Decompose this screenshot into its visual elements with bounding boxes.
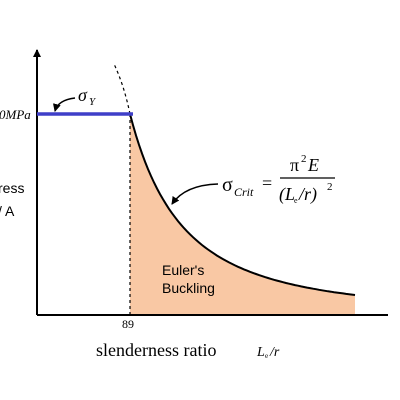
formula-denominator: /r)	[298, 184, 317, 205]
y-label: / A	[0, 203, 15, 219]
formula-subscript: e	[294, 196, 298, 205]
formula-e: E	[307, 155, 319, 175]
formula-pi: π	[290, 155, 299, 175]
formula-exponent: 2	[301, 153, 307, 165]
curve-extension	[113, 63, 131, 115]
region-label: Buckling	[162, 280, 215, 296]
buckling-region	[130, 114, 355, 315]
yield-symbol: σ	[78, 85, 88, 105]
yield-subscript: Y	[89, 96, 97, 108]
y-label: ress	[0, 180, 24, 196]
formula-subscript: Crit	[234, 185, 254, 199]
x-axis-title: slenderness ratio	[96, 340, 216, 360]
euler-curve	[129, 113, 356, 296]
region-label: Euler's	[162, 262, 204, 278]
formula-denominator: (L	[279, 184, 295, 205]
x-axis-unit: /r	[269, 345, 280, 360]
yield-arrow	[52, 97, 76, 112]
formula-exponent: 2	[327, 181, 333, 193]
x-tick-label: 89	[122, 317, 134, 331]
x-axis-unit: e	[265, 352, 268, 360]
x-axis-unit: L	[256, 345, 265, 360]
formula-symbol: σ	[222, 174, 233, 196]
formula-arrow	[171, 183, 219, 205]
formula-equals: =	[262, 173, 272, 193]
yield-value: 0MPa	[0, 107, 31, 122]
